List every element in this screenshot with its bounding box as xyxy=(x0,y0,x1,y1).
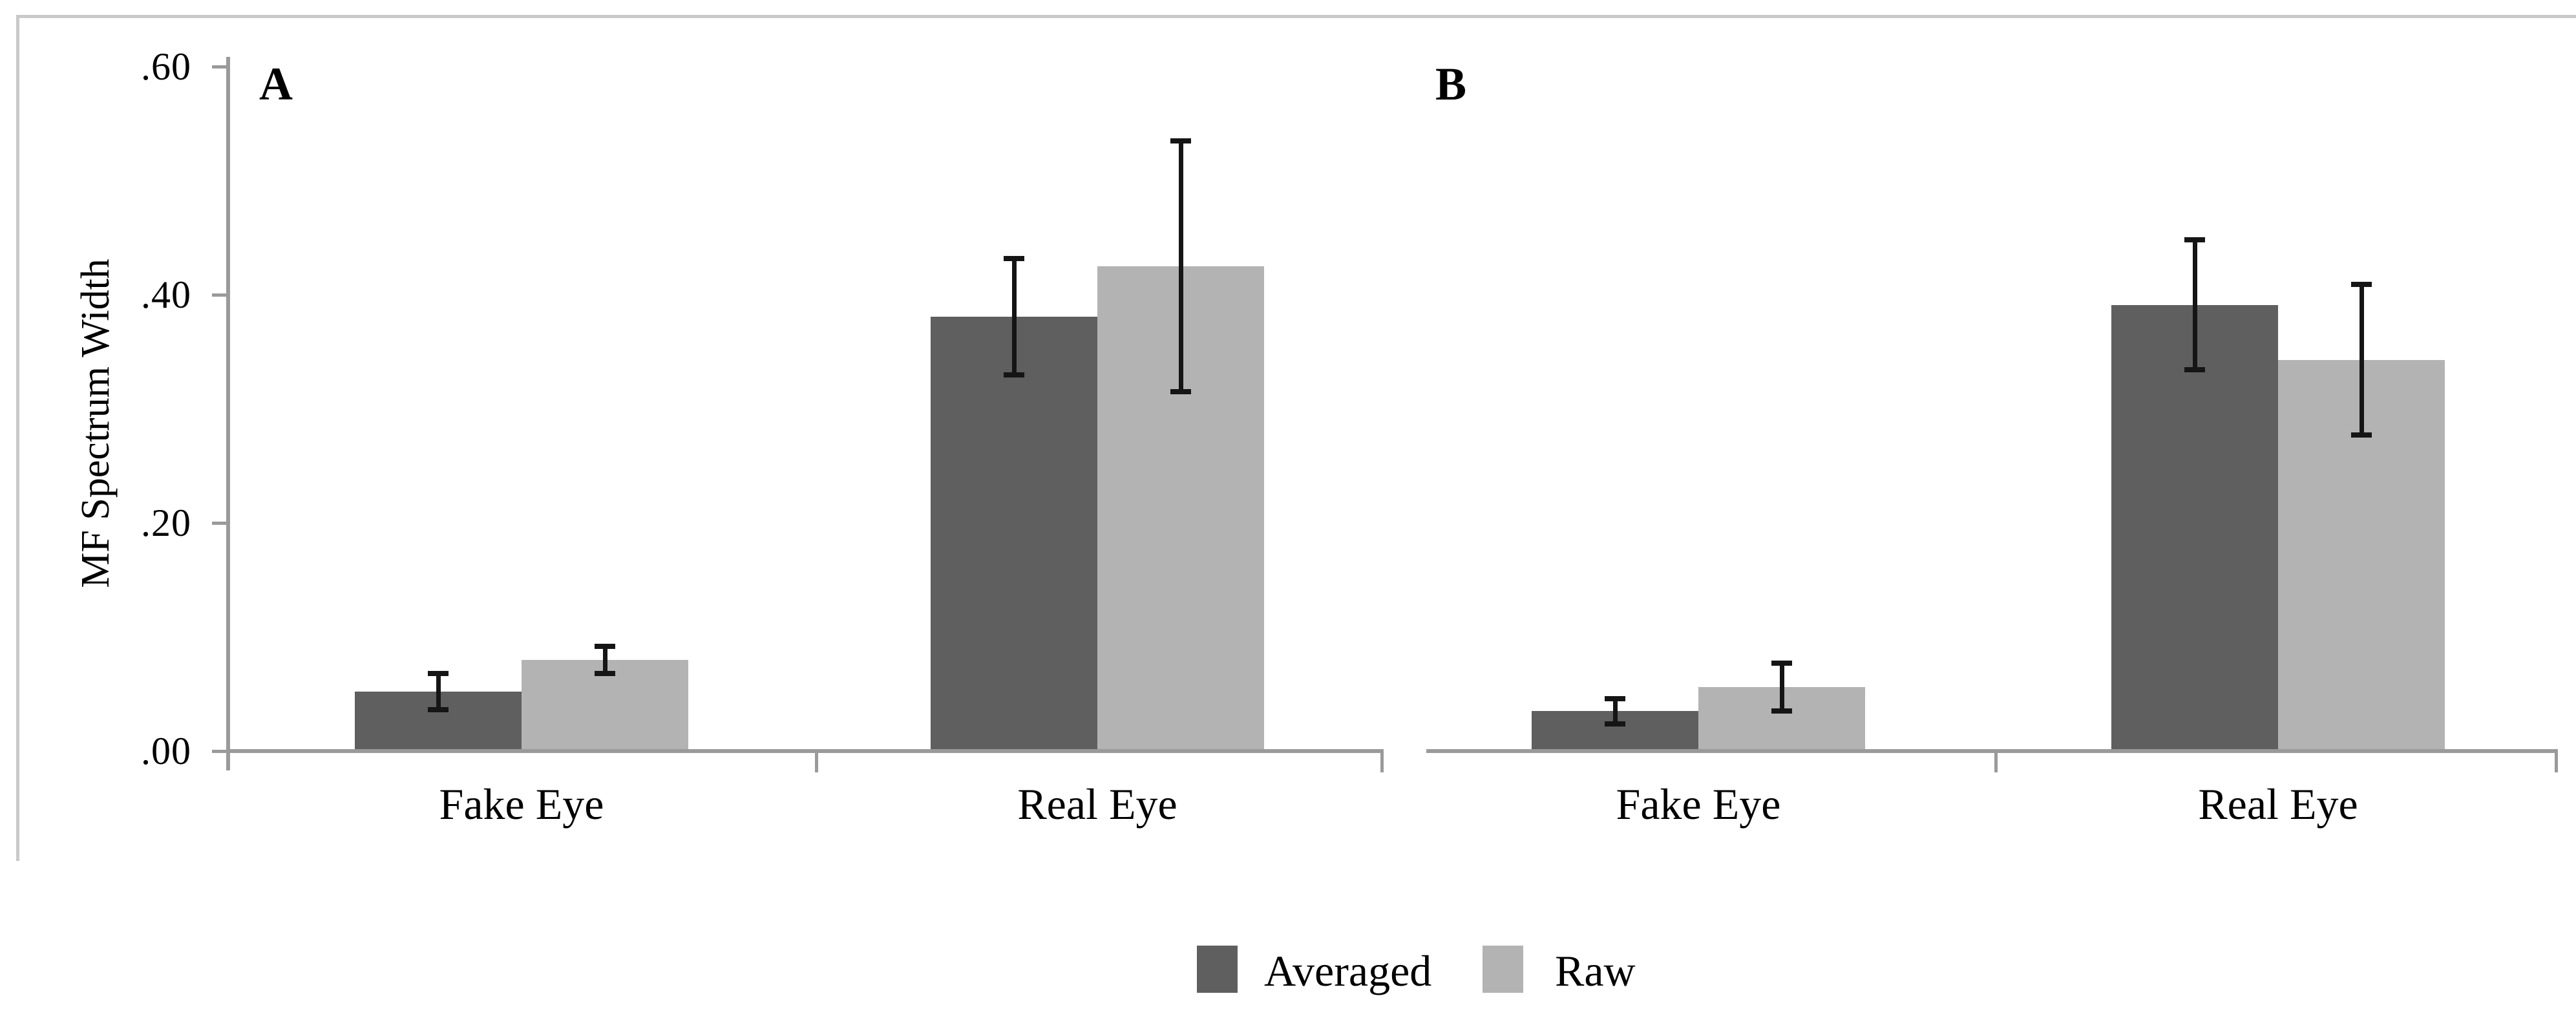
x-category-label: Real Eye xyxy=(2198,779,2358,829)
x-axis-tick xyxy=(1380,753,1384,772)
legend-label-averaged: Averaged xyxy=(1264,946,1432,995)
error-bar-cap-bottom xyxy=(1771,708,1792,714)
y-tick-label-20: .20 xyxy=(141,502,191,544)
legend-swatch-averaged xyxy=(1197,946,1238,993)
x-category-label: Fake Eye xyxy=(439,779,604,829)
y-axis-tick xyxy=(212,750,226,753)
x-axis-tick xyxy=(815,753,818,772)
error-bar-cap-bottom xyxy=(1605,721,1625,726)
error-bar-cap-top xyxy=(595,644,615,649)
y-axis-tick xyxy=(212,522,226,525)
y-tick-label-40: .40 xyxy=(141,273,191,316)
x-category-label: Fake Eye xyxy=(1616,779,1781,829)
y-axis-tick xyxy=(212,65,226,69)
bar-averaged-real-eye-panel-a xyxy=(931,317,1097,753)
figure-border-top xyxy=(16,15,2576,18)
figure-border-left xyxy=(16,15,19,861)
error-bar-cap-top xyxy=(2184,237,2205,242)
panel-label-b: B xyxy=(1435,58,1467,110)
legend-label-raw: Raw xyxy=(1555,946,1636,995)
error-bar-line xyxy=(1780,663,1784,711)
error-bar-line xyxy=(2193,240,2197,370)
bar-averaged-real-eye-panel-b xyxy=(2111,305,2278,753)
error-bar-cap-top xyxy=(1771,661,1792,666)
y-axis-line xyxy=(226,57,230,770)
error-bar-line xyxy=(436,673,441,710)
error-bar-line xyxy=(2360,284,2364,435)
panel-label-a: A xyxy=(259,58,293,110)
error-bar-cap-top xyxy=(1004,256,1024,261)
error-bar-line xyxy=(1179,141,1183,392)
error-bar-cap-bottom xyxy=(2351,432,2372,438)
error-bar-cap-top xyxy=(1170,138,1191,143)
error-bar-cap-bottom xyxy=(1170,389,1191,394)
x-axis-tick xyxy=(1994,753,1998,772)
x-axis-panel-a xyxy=(228,749,1384,753)
y-tick-label-00: .00 xyxy=(141,730,191,772)
x-axis-tick xyxy=(2555,753,2558,772)
error-bar-cap-bottom xyxy=(595,671,615,676)
y-tick-label-60: .60 xyxy=(141,45,191,88)
error-bar-line xyxy=(1613,699,1618,724)
legend-swatch-raw xyxy=(1483,946,1523,993)
error-bar-cap-top xyxy=(428,671,449,676)
error-bar-cap-top xyxy=(2351,282,2372,287)
error-bar-cap-top xyxy=(1605,696,1625,701)
x-axis-panel-b xyxy=(1426,749,2558,753)
error-bar-cap-bottom xyxy=(2184,367,2205,372)
error-bar-cap-bottom xyxy=(428,707,449,712)
error-bar-line xyxy=(1012,259,1017,375)
error-bar-cap-bottom xyxy=(1004,372,1024,377)
y-axis-tick xyxy=(212,293,226,297)
error-bar-line xyxy=(603,646,607,673)
x-category-label: Real Eye xyxy=(1017,779,1177,829)
